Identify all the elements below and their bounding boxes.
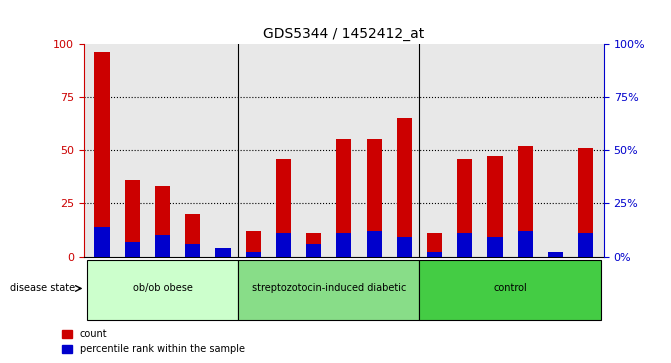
Bar: [155, 186, 170, 257]
FancyBboxPatch shape: [238, 260, 419, 320]
Bar: [336, 233, 352, 257]
Bar: [488, 237, 503, 257]
Legend: count, percentile rank within the sample: count, percentile rank within the sample: [58, 326, 249, 358]
Bar: [215, 248, 231, 257]
Text: disease state: disease state: [9, 284, 74, 293]
Text: streptozotocin-induced diabetic: streptozotocin-induced diabetic: [252, 284, 406, 293]
Text: ob/ob obese: ob/ob obese: [133, 284, 193, 293]
Bar: [95, 227, 109, 257]
Bar: [427, 252, 442, 257]
Bar: [185, 244, 200, 257]
Bar: [518, 146, 533, 257]
Bar: [578, 233, 593, 257]
Bar: [125, 242, 140, 257]
Bar: [427, 233, 442, 257]
Bar: [366, 231, 382, 257]
FancyBboxPatch shape: [419, 260, 601, 320]
Bar: [366, 139, 382, 257]
Bar: [518, 231, 533, 257]
Title: GDS5344 / 1452412_at: GDS5344 / 1452412_at: [263, 27, 425, 41]
FancyBboxPatch shape: [87, 260, 238, 320]
Bar: [306, 233, 321, 257]
Bar: [95, 52, 109, 257]
Bar: [548, 252, 563, 257]
Text: control: control: [493, 284, 527, 293]
Bar: [336, 139, 352, 257]
Bar: [246, 252, 261, 257]
Bar: [246, 231, 261, 257]
Bar: [578, 148, 593, 257]
Bar: [457, 233, 472, 257]
Bar: [397, 237, 412, 257]
Bar: [125, 180, 140, 257]
Bar: [306, 244, 321, 257]
Bar: [185, 214, 200, 257]
Bar: [215, 248, 231, 257]
Bar: [155, 235, 170, 257]
Bar: [276, 233, 291, 257]
Bar: [276, 159, 291, 257]
Bar: [488, 156, 503, 257]
Bar: [457, 159, 472, 257]
Bar: [548, 252, 563, 257]
Bar: [397, 118, 412, 257]
